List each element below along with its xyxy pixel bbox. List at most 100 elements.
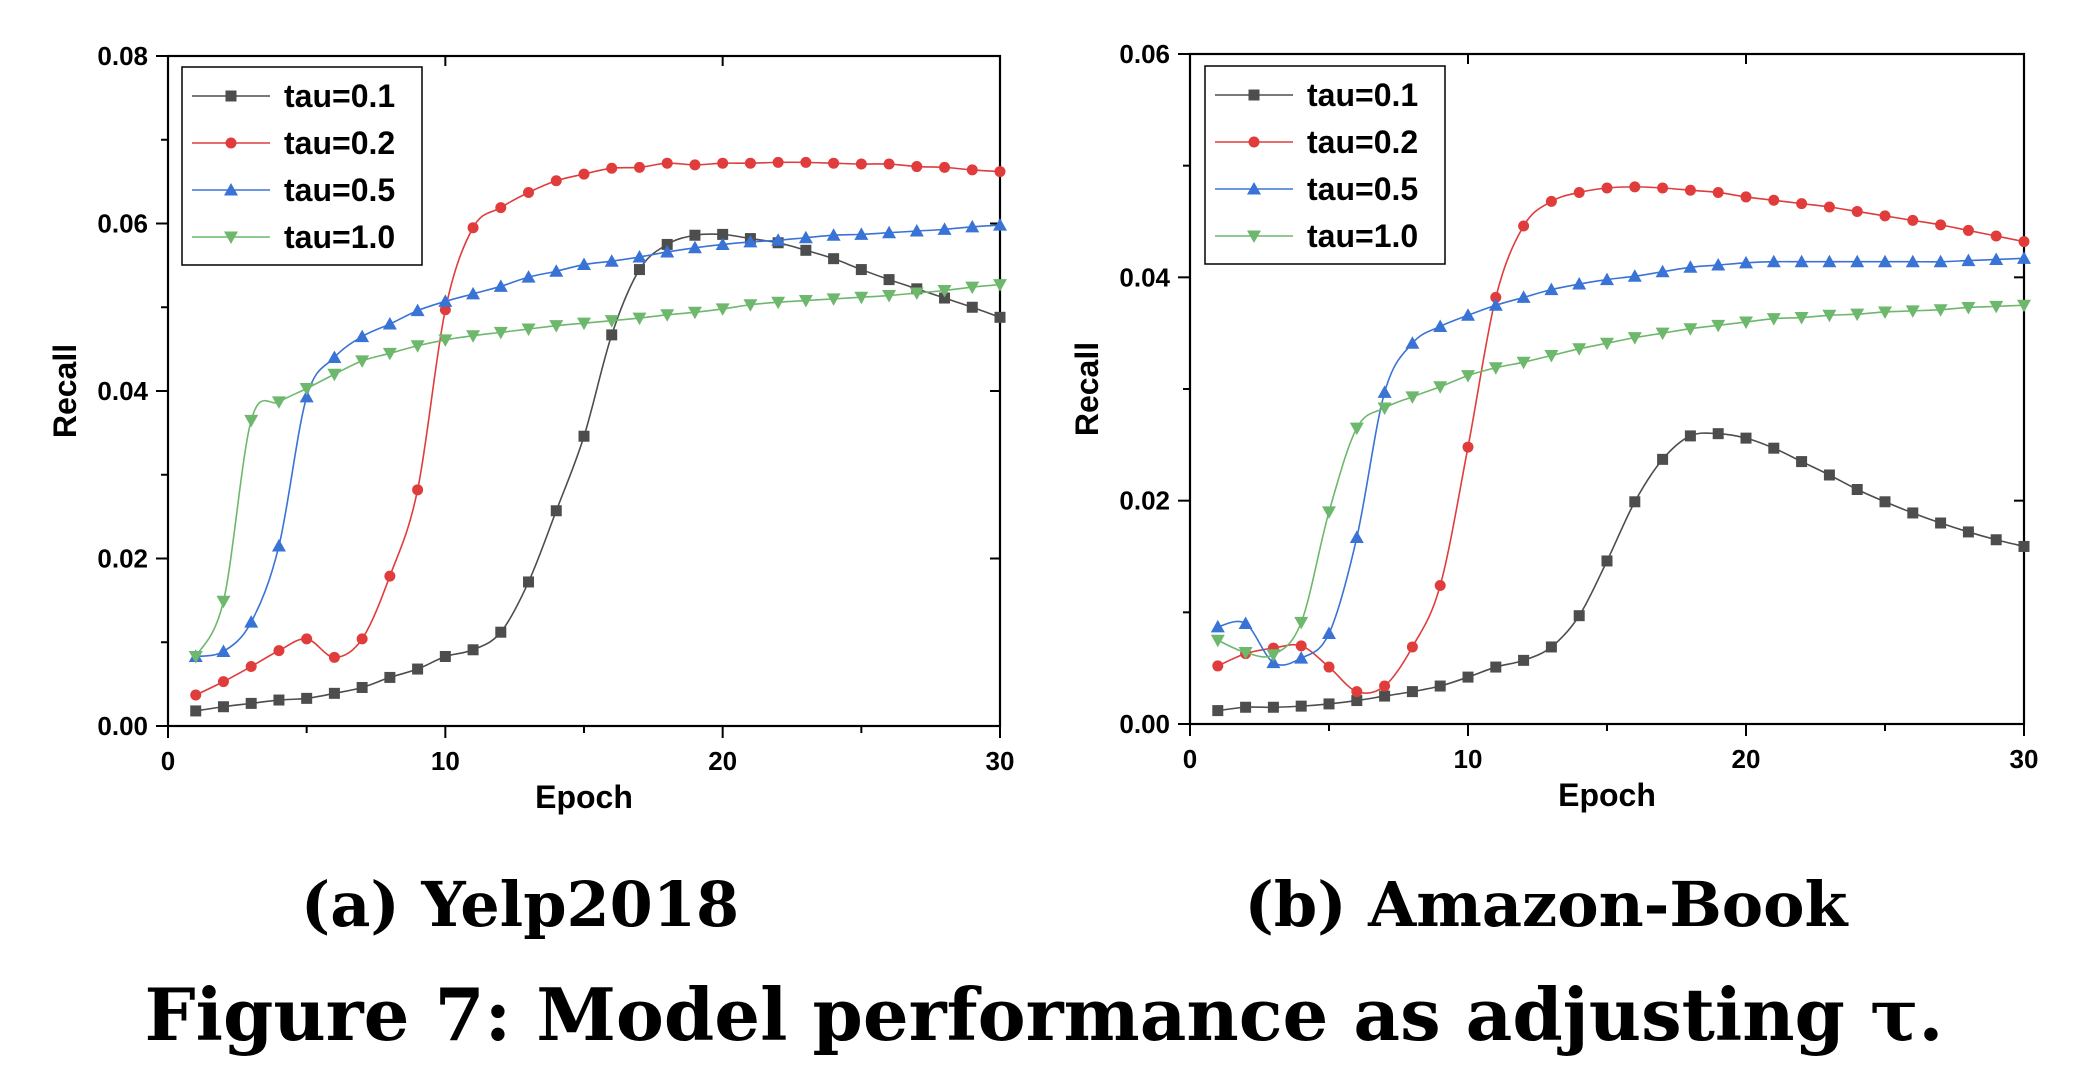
y-tick-label: 0.06 xyxy=(97,209,148,239)
data-point xyxy=(1823,469,1835,481)
data-point xyxy=(1684,430,1696,442)
chart-yelp2018: 0 10 20 30 0.00 0.02 0.04 0.06 0.08 Epoch Recall ta… xyxy=(47,41,1014,815)
data-point xyxy=(828,157,840,169)
data-point xyxy=(301,692,313,704)
data-point xyxy=(744,157,756,169)
data-point xyxy=(1601,182,1613,194)
series-line xyxy=(1217,257,2025,666)
data-point xyxy=(1878,306,1892,319)
y-tick-label: 0.04 xyxy=(1119,262,1170,292)
data-point xyxy=(1794,254,1809,268)
data-point xyxy=(410,340,425,353)
legend-swatch-marker xyxy=(224,183,238,196)
data-point xyxy=(271,538,286,552)
data-point xyxy=(965,281,980,295)
data-point xyxy=(549,320,564,333)
series-line xyxy=(195,224,1001,658)
data-point xyxy=(966,164,978,176)
data-point xyxy=(355,355,370,368)
legend-swatch-marker xyxy=(1248,136,1260,148)
data-point xyxy=(883,274,895,286)
y-axis-label: Recall xyxy=(1069,342,1105,436)
legend-label: tau=0.2 xyxy=(1307,124,1418,160)
series-tau=0.1 xyxy=(190,228,1006,717)
data-point xyxy=(550,505,562,517)
data-point xyxy=(689,229,701,241)
data-point xyxy=(660,309,675,322)
data-point xyxy=(1683,323,1698,336)
data-point xyxy=(1267,701,1279,713)
legend-swatch-marker xyxy=(225,90,237,102)
data-point xyxy=(687,240,702,254)
data-point xyxy=(1962,526,1974,538)
data-point xyxy=(1990,534,2002,546)
data-point xyxy=(384,570,396,582)
data-point xyxy=(1850,254,1865,268)
data-point xyxy=(1266,655,1281,669)
data-point xyxy=(1712,428,1724,440)
data-point xyxy=(1490,291,1502,303)
y-tick-label: 0.02 xyxy=(1119,486,1170,516)
data-point xyxy=(1600,337,1614,351)
data-point xyxy=(1627,269,1642,282)
data-point xyxy=(521,323,536,337)
data-point xyxy=(1210,634,1225,648)
data-point xyxy=(523,187,535,199)
data-point xyxy=(1490,661,1502,673)
legend-swatch-marker xyxy=(225,137,237,149)
data-point xyxy=(1322,506,1336,519)
data-point xyxy=(1768,442,1780,454)
series-tau=1.0 xyxy=(188,279,1007,664)
data-point xyxy=(1822,309,1837,323)
data-point xyxy=(1323,698,1335,710)
data-point xyxy=(1294,651,1309,664)
data-point xyxy=(826,293,841,306)
data-point xyxy=(328,687,340,699)
data-point xyxy=(495,202,507,214)
data-point xyxy=(882,225,897,239)
data-point xyxy=(327,368,342,382)
series-tau=0.2 xyxy=(190,156,1006,701)
data-point xyxy=(493,279,508,292)
data-point xyxy=(355,329,370,343)
data-point xyxy=(1462,671,1474,683)
data-point xyxy=(1545,195,1557,207)
data-point xyxy=(1796,456,1808,468)
x-tick-label: 10 xyxy=(431,746,460,776)
series-tau=0.5 xyxy=(188,218,1007,662)
y-tick-label: 0.02 xyxy=(97,544,148,574)
figure-caption: Figure 7: Model performance as adjusting… xyxy=(145,972,1944,1057)
data-point xyxy=(1961,253,1976,267)
data-point xyxy=(1212,705,1224,717)
data-point xyxy=(495,626,507,638)
data-point xyxy=(660,244,675,258)
data-point xyxy=(217,676,229,688)
data-point xyxy=(993,279,1007,292)
data-point xyxy=(1990,230,2002,242)
data-point xyxy=(1238,647,1253,660)
data-point xyxy=(717,157,729,169)
data-point xyxy=(1266,649,1281,662)
legend-swatch-marker xyxy=(224,231,238,244)
x-tick-label: 30 xyxy=(2010,744,2039,774)
data-point xyxy=(909,287,924,301)
data-point xyxy=(939,161,951,173)
data-point xyxy=(1879,496,1891,508)
data-point xyxy=(1962,224,1974,236)
data-point xyxy=(882,290,897,303)
data-point xyxy=(1379,680,1391,692)
y-tick-label: 0.08 xyxy=(97,41,148,71)
legend: tau=0.1 tau=0.2 tau=0.5 tau=1.0 xyxy=(181,66,423,266)
data-point xyxy=(798,295,813,308)
legend-label: tau=0.1 xyxy=(284,78,395,114)
data-point xyxy=(743,299,758,312)
data-point xyxy=(1851,205,1863,217)
data-point xyxy=(1212,660,1224,672)
series-line xyxy=(195,233,1001,712)
data-point xyxy=(217,701,229,713)
data-point xyxy=(1907,507,1919,519)
data-point xyxy=(1989,252,2004,265)
data-point xyxy=(384,671,396,683)
series-tau=1.0 xyxy=(1210,299,2031,662)
data-point xyxy=(1657,182,1669,194)
